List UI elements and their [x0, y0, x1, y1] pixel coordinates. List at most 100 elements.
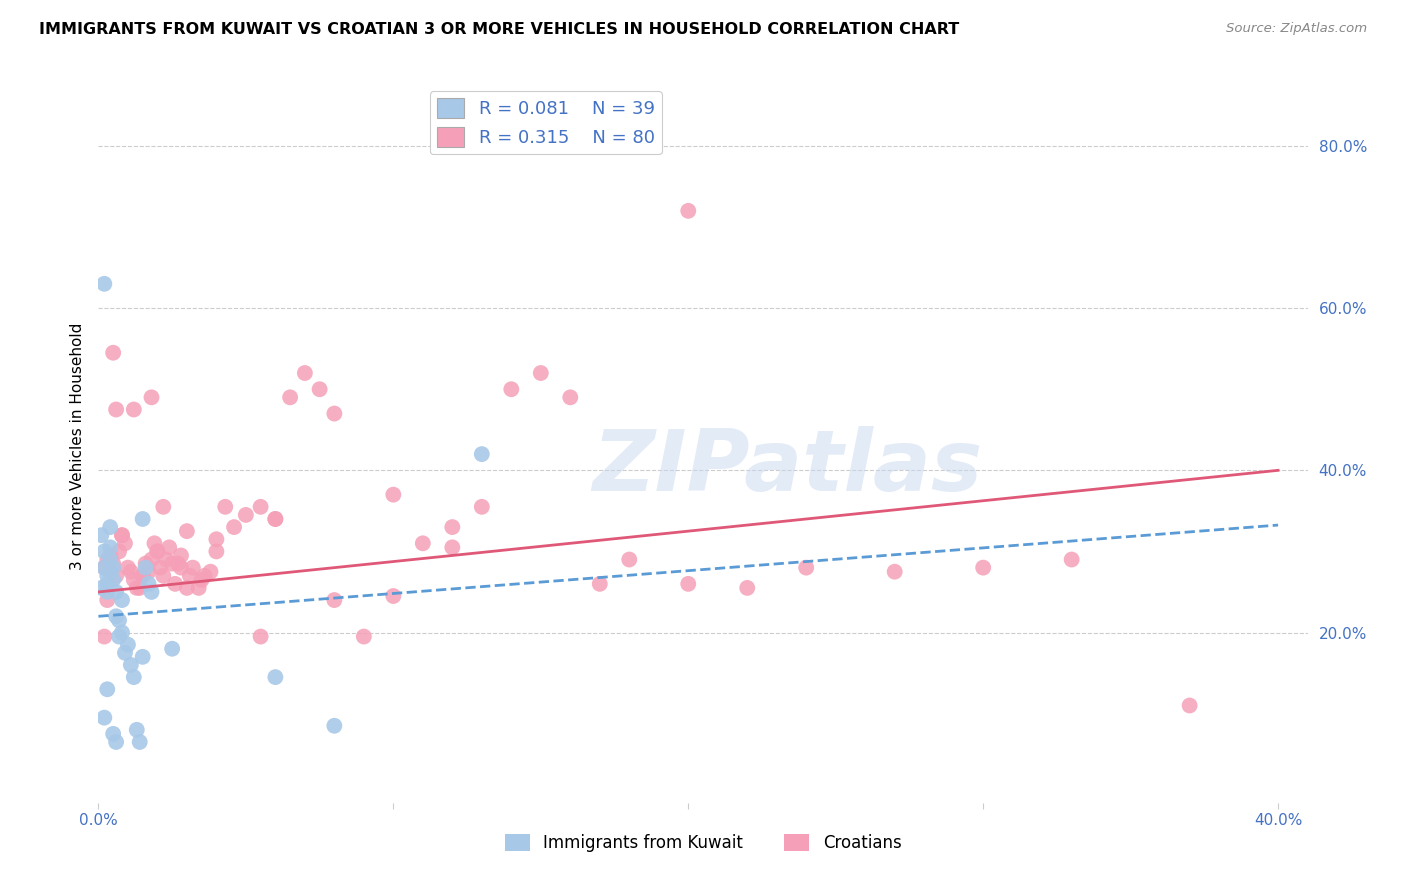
Text: ZIPatlas: ZIPatlas	[592, 425, 983, 509]
Point	[105, 735, 128, 749]
Point	[560, 390, 582, 404]
Point	[278, 390, 301, 404]
Point	[108, 630, 131, 644]
Point	[323, 407, 346, 421]
Point	[114, 536, 136, 550]
Point	[214, 500, 236, 514]
Point	[353, 630, 375, 644]
Point	[141, 585, 163, 599]
Point	[135, 560, 157, 574]
Point	[249, 630, 271, 644]
Legend: Immigrants from Kuwait, Croatians: Immigrants from Kuwait, Croatians	[498, 827, 908, 859]
Point	[111, 625, 134, 640]
Point	[1178, 698, 1201, 713]
Point	[96, 593, 118, 607]
Point	[235, 508, 257, 522]
Point	[93, 711, 115, 725]
Point	[146, 544, 169, 558]
Point	[160, 641, 183, 656]
Point	[120, 657, 142, 672]
Point	[176, 524, 198, 538]
Point	[501, 382, 523, 396]
Point	[93, 560, 115, 574]
Point	[122, 670, 145, 684]
Point	[98, 565, 121, 579]
Y-axis label: 3 or more Vehicles in Household: 3 or more Vehicles in Household	[69, 322, 84, 570]
Text: Source: ZipAtlas.com: Source: ZipAtlas.com	[1226, 22, 1367, 36]
Point	[131, 568, 153, 582]
Point	[181, 560, 204, 574]
Point	[105, 609, 128, 624]
Point	[200, 565, 222, 579]
Point	[141, 390, 163, 404]
Text: IMMIGRANTS FROM KUWAIT VS CROATIAN 3 OR MORE VEHICLES IN HOUSEHOLD CORRELATION C: IMMIGRANTS FROM KUWAIT VS CROATIAN 3 OR …	[39, 22, 960, 37]
Point	[111, 593, 134, 607]
Point	[155, 552, 177, 566]
Point	[382, 589, 405, 603]
Point	[883, 565, 905, 579]
Point	[441, 520, 464, 534]
Point	[412, 536, 434, 550]
Point	[135, 557, 157, 571]
Point	[157, 541, 180, 555]
Point	[90, 581, 112, 595]
Point	[264, 512, 287, 526]
Point	[128, 735, 150, 749]
Point	[96, 585, 118, 599]
Point	[249, 500, 271, 514]
Point	[105, 585, 128, 599]
Point	[678, 203, 700, 218]
Point	[972, 560, 994, 574]
Point	[117, 638, 139, 652]
Point	[101, 727, 124, 741]
Point	[96, 577, 118, 591]
Point	[131, 568, 153, 582]
Point	[170, 560, 193, 574]
Point	[93, 544, 115, 558]
Point	[441, 541, 464, 555]
Point	[205, 544, 228, 558]
Point	[122, 402, 145, 417]
Point	[98, 552, 121, 566]
Point	[105, 402, 128, 417]
Point	[120, 565, 142, 579]
Point	[111, 528, 134, 542]
Point	[152, 500, 174, 514]
Point	[143, 536, 166, 550]
Point	[125, 581, 148, 595]
Point	[678, 577, 700, 591]
Point	[101, 345, 124, 359]
Point	[294, 366, 316, 380]
Point	[589, 577, 612, 591]
Point	[90, 528, 112, 542]
Point	[165, 577, 187, 591]
Point	[146, 544, 169, 558]
Point	[93, 630, 115, 644]
Point	[167, 557, 190, 571]
Point	[111, 528, 134, 542]
Point	[105, 568, 128, 582]
Point	[170, 549, 193, 563]
Point	[471, 447, 494, 461]
Point	[179, 568, 201, 582]
Point	[138, 565, 160, 579]
Point	[98, 520, 121, 534]
Point	[108, 544, 131, 558]
Point	[101, 573, 124, 587]
Point	[131, 512, 153, 526]
Point	[530, 366, 553, 380]
Point	[141, 552, 163, 566]
Point	[323, 719, 346, 733]
Point	[96, 682, 118, 697]
Point	[98, 549, 121, 563]
Point	[205, 533, 228, 547]
Point	[98, 541, 121, 555]
Point	[308, 382, 330, 396]
Point	[131, 649, 153, 664]
Point	[101, 560, 124, 574]
Point	[108, 613, 131, 627]
Point	[117, 560, 139, 574]
Point	[176, 581, 198, 595]
Point	[471, 500, 494, 514]
Point	[96, 568, 118, 582]
